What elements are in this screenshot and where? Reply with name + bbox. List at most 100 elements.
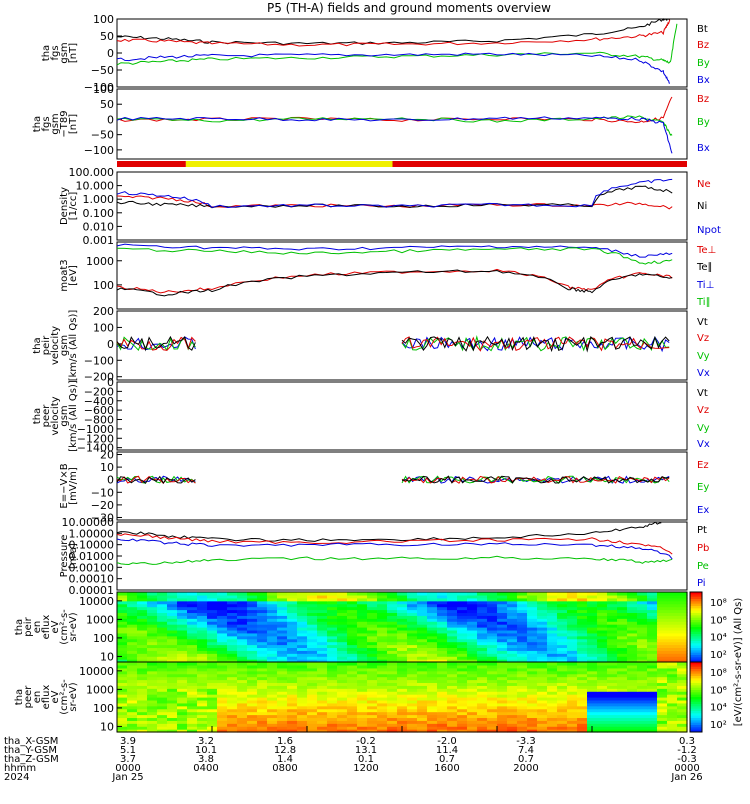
heatmap-cell	[117, 702, 128, 707]
heatmap-cell	[657, 664, 668, 669]
heatmap-cell	[137, 647, 148, 651]
heatmap-cell	[287, 597, 298, 602]
y-tick-label: −50	[91, 64, 114, 77]
heatmap-cell	[567, 644, 578, 649]
heatmap-cell	[117, 647, 128, 651]
heatmap-cell	[597, 688, 608, 692]
heatmap-cell	[447, 597, 458, 602]
heatmap-cell	[477, 624, 488, 628]
heatmap-cell	[277, 656, 288, 660]
heatmap-cell	[347, 644, 358, 649]
heatmap-cell	[147, 662, 158, 666]
heatmap-cell	[247, 670, 258, 675]
y-tick-label: −100	[84, 81, 114, 94]
heatmap-cell	[197, 708, 208, 713]
y-tick-label: 100	[93, 83, 114, 96]
heatmap-cell	[597, 726, 608, 730]
heatmap-cell	[387, 647, 398, 651]
heatmap-cell	[657, 723, 668, 727]
heatmap-cell	[217, 723, 228, 727]
heatmap-cell	[357, 723, 368, 727]
heatmap-cell	[447, 664, 458, 669]
heatmap-cell	[577, 618, 588, 622]
heatmap-cell	[477, 685, 488, 689]
colorbar-swatch	[690, 645, 702, 649]
heatmap-cell	[567, 717, 578, 721]
heatmap-cell	[447, 726, 458, 730]
heatmap-cell	[377, 711, 388, 716]
heatmap-cell	[137, 705, 148, 710]
y-tick-label: 0.001	[83, 234, 115, 247]
heatmap-cell	[647, 656, 658, 660]
heatmap-cell	[327, 705, 338, 710]
heatmap-cell	[147, 650, 158, 654]
heatmap-cell	[587, 667, 598, 672]
heatmap-cell	[567, 659, 578, 663]
heatmap-cell	[477, 644, 488, 649]
heatmap-cell	[197, 694, 208, 698]
heatmap-cell	[167, 594, 178, 599]
heatmap-cell	[607, 659, 618, 663]
heatmap-cell	[117, 717, 128, 721]
heatmap-cell	[427, 612, 438, 616]
heatmap-cell	[157, 638, 168, 643]
heatmap-cell	[377, 691, 388, 695]
heatmap-cell	[677, 723, 688, 727]
heatmap-cell	[617, 600, 628, 605]
heatmap-cell	[537, 720, 548, 724]
footer-cell: 3.2	[198, 736, 214, 747]
heatmap-cell	[457, 635, 468, 640]
series-line	[116, 185, 673, 209]
heatmap-cell	[327, 702, 338, 707]
heatmap-cell	[137, 638, 148, 643]
heatmap-cell	[597, 612, 608, 616]
heatmap-cell	[547, 723, 558, 727]
heatmap-cell	[487, 708, 498, 713]
heatmap-cell	[497, 612, 508, 616]
heatmap-cell	[127, 673, 138, 678]
heatmap-cell	[387, 650, 398, 654]
heatmap-cell	[557, 653, 568, 657]
heatmap-cell	[417, 627, 428, 631]
heatmap-cell	[377, 632, 388, 637]
heatmap-cell	[217, 609, 228, 614]
heatmap-cell	[167, 629, 178, 634]
heatmap-cell	[387, 708, 398, 713]
heatmap-cell	[587, 635, 598, 640]
heatmap-cell	[517, 615, 528, 619]
colorbar-swatch	[690, 671, 702, 675]
heatmap-cell	[497, 641, 508, 646]
heatmap-cell	[537, 656, 548, 660]
heatmap-cell	[587, 629, 598, 634]
heatmap-cell	[357, 609, 368, 614]
heatmap-cell	[257, 606, 268, 611]
heatmap-cell	[637, 603, 648, 608]
heatmap-cell	[627, 612, 638, 616]
heatmap-cell	[517, 697, 528, 701]
heatmap-cell	[407, 717, 418, 721]
heatmap-cell	[247, 647, 258, 651]
heatmap-cell	[517, 726, 528, 730]
heatmap-cell	[607, 629, 618, 634]
heatmap-cell	[667, 667, 678, 672]
heatmap-cell	[617, 726, 628, 730]
heatmap-cell	[137, 621, 148, 625]
heatmap-cell	[607, 685, 618, 689]
heatmap-cell	[467, 597, 478, 602]
heatmap-cell	[347, 670, 358, 675]
heatmap-cell	[387, 682, 398, 686]
heatmap-cell	[597, 638, 608, 643]
heatmap-cell	[247, 699, 258, 704]
panel-peer_en_eflux: 10000100010010thapeerenefluxeV(cm²-s-sr-…	[14, 661, 727, 733]
heatmap-cell	[447, 618, 458, 622]
heatmap-cell	[577, 708, 588, 713]
heatmap-cell	[567, 627, 578, 631]
heatmap-cell	[117, 659, 128, 663]
heatmap-cell	[337, 635, 348, 640]
heatmap-cell	[307, 670, 318, 675]
heatmap-cell	[447, 702, 458, 707]
heatmap-cell	[487, 609, 498, 614]
